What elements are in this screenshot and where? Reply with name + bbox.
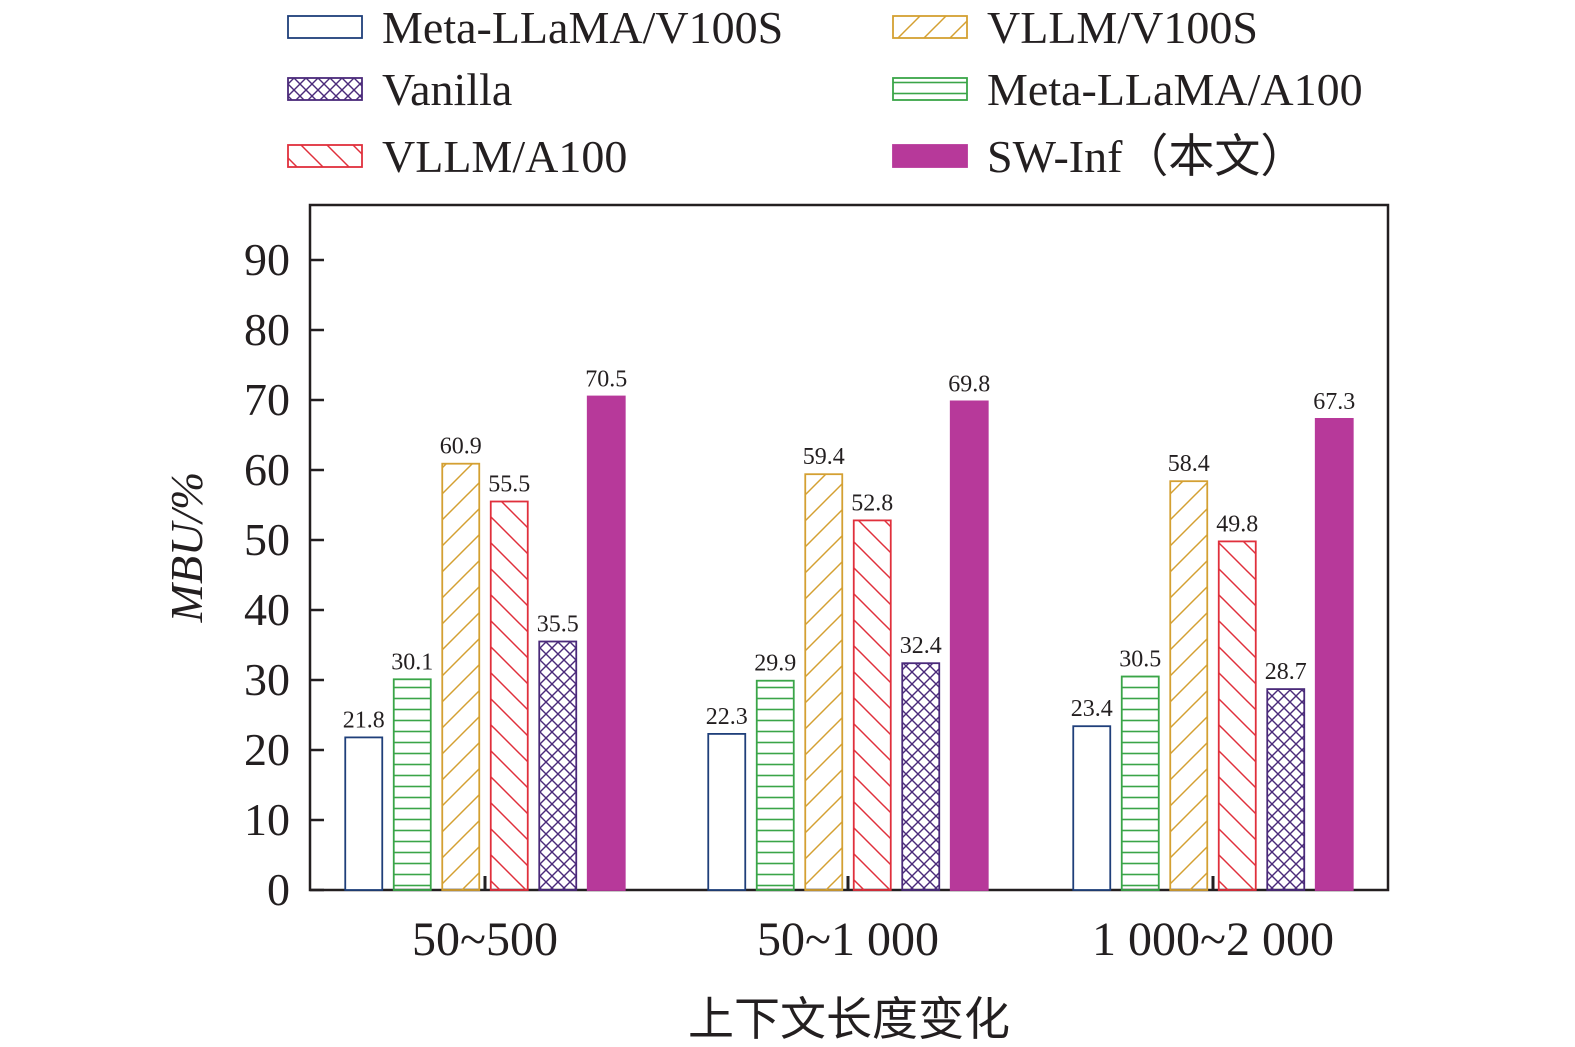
y-tick-label: 70 (244, 374, 290, 425)
legend: Meta-LLaMA/V100S VLLM/V100S Vanilla Meta-LL… (287, 2, 1363, 182)
y-tick-label: 30 (244, 654, 290, 705)
legend-label: Meta-LLaMA/V100S (382, 2, 783, 53)
bar-sw-inf-1 (586, 395, 626, 891)
legend-swatch-vllm-v100s (892, 15, 968, 39)
legend-label: Vanilla (382, 64, 512, 115)
y-tick-label: 10 (244, 794, 290, 845)
bar-vllm-v100s-2 (804, 473, 844, 891)
x-axis-title: 上下文长度变化 (688, 994, 1010, 1045)
value-label: 32.4 (900, 633, 942, 659)
bar-vllm-a100-2 (852, 519, 892, 891)
value-label: 55.5 (488, 472, 530, 498)
bar-meta-llama-v100s-3 (1072, 725, 1112, 891)
value-label: 30.1 (391, 649, 433, 675)
value-label: 49.8 (1216, 511, 1258, 537)
y-tick-label: 60 (244, 444, 290, 495)
bar-vllm-a100-1 (489, 500, 529, 891)
y-tick-label: 40 (244, 584, 290, 635)
legend-label: Meta-LLaMA/A100 (987, 64, 1363, 115)
value-label: 30.5 (1119, 647, 1161, 673)
y-tick-label: 90 (244, 234, 290, 285)
y-axis-title: MBU/% (161, 472, 212, 624)
legend-swatch-vllm-a100 (287, 144, 363, 168)
value-label: 60.9 (440, 434, 482, 460)
y-tick-label: 50 (244, 514, 290, 565)
bar-vllm-a100-3 (1217, 540, 1257, 891)
legend-swatch-meta-llama-a100 (892, 77, 968, 101)
y-tick-label: 20 (244, 724, 290, 775)
legend-swatch-meta-llama-v100s (287, 15, 363, 39)
value-label: 22.3 (706, 704, 748, 730)
y-axis: 0 10 20 30 40 50 60 70 80 90 (244, 234, 324, 915)
bar-sw-inf-2 (949, 400, 989, 891)
bar-vllm-v100s-3 (1169, 480, 1209, 891)
value-label: 23.4 (1071, 696, 1113, 722)
y-tick-label: 80 (244, 304, 290, 355)
value-label: 21.8 (343, 707, 385, 733)
legend-swatch-vanilla (287, 77, 363, 101)
value-label: 28.7 (1265, 659, 1307, 685)
value-label: 59.4 (803, 444, 845, 470)
bar-vllm-v100s-1 (441, 462, 481, 891)
bars: 21.8 30.1 60.955.5 35.5 70.5 22.3 29.9 59.452.8… (343, 367, 1355, 891)
x-tick-label: 50~1 000 (757, 913, 939, 966)
bar-vanilla-2 (901, 662, 941, 891)
bar-meta-llama-a100-2 (755, 679, 795, 891)
value-label: 69.8 (948, 371, 990, 397)
bar-vanilla-1 (538, 640, 578, 891)
bar-meta-llama-v100s-2 (707, 733, 747, 891)
value-label: 35.5 (537, 612, 579, 638)
legend-label: VLLM/A100 (382, 131, 627, 182)
legend-label: VLLM/V100S (987, 2, 1258, 53)
bar-meta-llama-a100-3 (1120, 675, 1160, 891)
bar-sw-inf-3 (1314, 417, 1354, 891)
legend-label: SW-Inf（本文） (987, 131, 1306, 182)
x-axis: 50~500 50~1 000 1 000~2 000 (412, 876, 1334, 966)
y-tick-label: 0 (267, 864, 290, 915)
bar-vanilla-3 (1266, 688, 1306, 891)
value-label: 67.3 (1313, 389, 1355, 415)
bar-meta-llama-v100s-1 (344, 736, 384, 891)
value-label: 29.9 (754, 651, 796, 677)
value-label: 52.8 (851, 490, 893, 516)
value-label: 70.5 (585, 367, 627, 393)
x-tick-label: 1 000~2 000 (1092, 913, 1334, 966)
value-label: 58.4 (1168, 451, 1210, 477)
legend-swatch-sw-inf (892, 144, 968, 168)
x-tick-label: 50~500 (412, 913, 558, 966)
bar-meta-llama-a100-1 (392, 678, 432, 891)
